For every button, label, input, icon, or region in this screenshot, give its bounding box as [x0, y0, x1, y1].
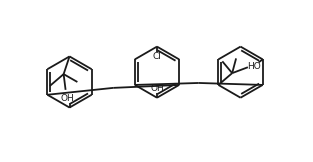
Text: OH: OH	[150, 84, 164, 93]
Text: Cl: Cl	[152, 52, 162, 61]
Text: HO: HO	[247, 62, 261, 71]
Text: OH: OH	[61, 94, 74, 103]
